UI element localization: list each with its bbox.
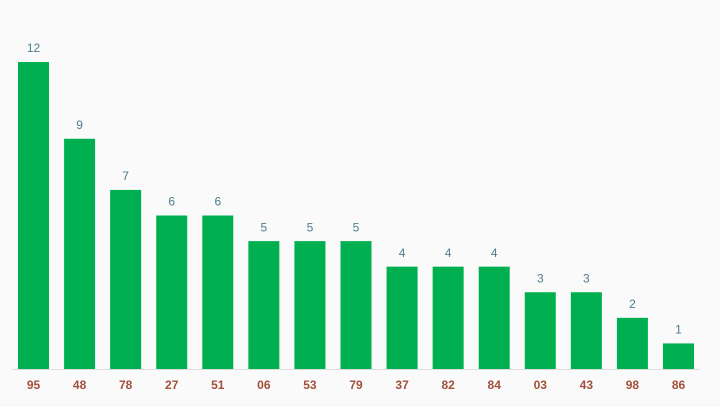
bar	[478, 266, 510, 369]
value-label: 4	[399, 246, 406, 260]
x-tick-label: 03	[534, 378, 548, 392]
bar	[202, 215, 234, 369]
value-label: 2	[629, 297, 636, 311]
x-tick-label: 27	[165, 378, 179, 392]
x-tick-label: 43	[580, 378, 594, 392]
x-tick-label: 86	[672, 378, 686, 392]
value-label: 6	[214, 195, 221, 209]
bar	[248, 241, 280, 369]
value-label: 4	[445, 246, 452, 260]
x-tick-label: 79	[349, 378, 363, 392]
value-label: 9	[76, 118, 83, 132]
x-tick-label: 78	[119, 378, 133, 392]
value-label: 3	[537, 271, 544, 285]
bar	[340, 241, 372, 369]
bar	[110, 189, 142, 369]
x-tick-label: 98	[626, 378, 640, 392]
value-label: 5	[261, 220, 268, 234]
x-tick-label: 37	[395, 378, 409, 392]
bar	[386, 266, 418, 369]
bar	[64, 138, 96, 369]
x-tick-label: 51	[211, 378, 225, 392]
value-label: 5	[307, 220, 314, 234]
bar	[570, 292, 602, 369]
x-tick-label: 53	[303, 378, 317, 392]
x-tick-label: 06	[257, 378, 271, 392]
value-label: 6	[168, 195, 175, 209]
value-label: 5	[353, 220, 360, 234]
bar	[524, 292, 556, 369]
value-label: 4	[491, 246, 498, 260]
x-tick-label: 48	[73, 378, 87, 392]
value-label: 12	[27, 41, 41, 55]
x-tick-label: 95	[27, 378, 41, 392]
value-label: 7	[122, 169, 129, 183]
value-label: 1	[675, 323, 682, 337]
x-tick-label: 84	[488, 378, 502, 392]
bar	[663, 343, 694, 369]
value-label: 3	[583, 271, 590, 285]
bar	[294, 241, 326, 369]
bar	[18, 62, 49, 369]
bar	[156, 215, 188, 369]
bar	[616, 317, 648, 369]
bar	[432, 266, 464, 369]
x-tick-label: 82	[441, 378, 455, 392]
